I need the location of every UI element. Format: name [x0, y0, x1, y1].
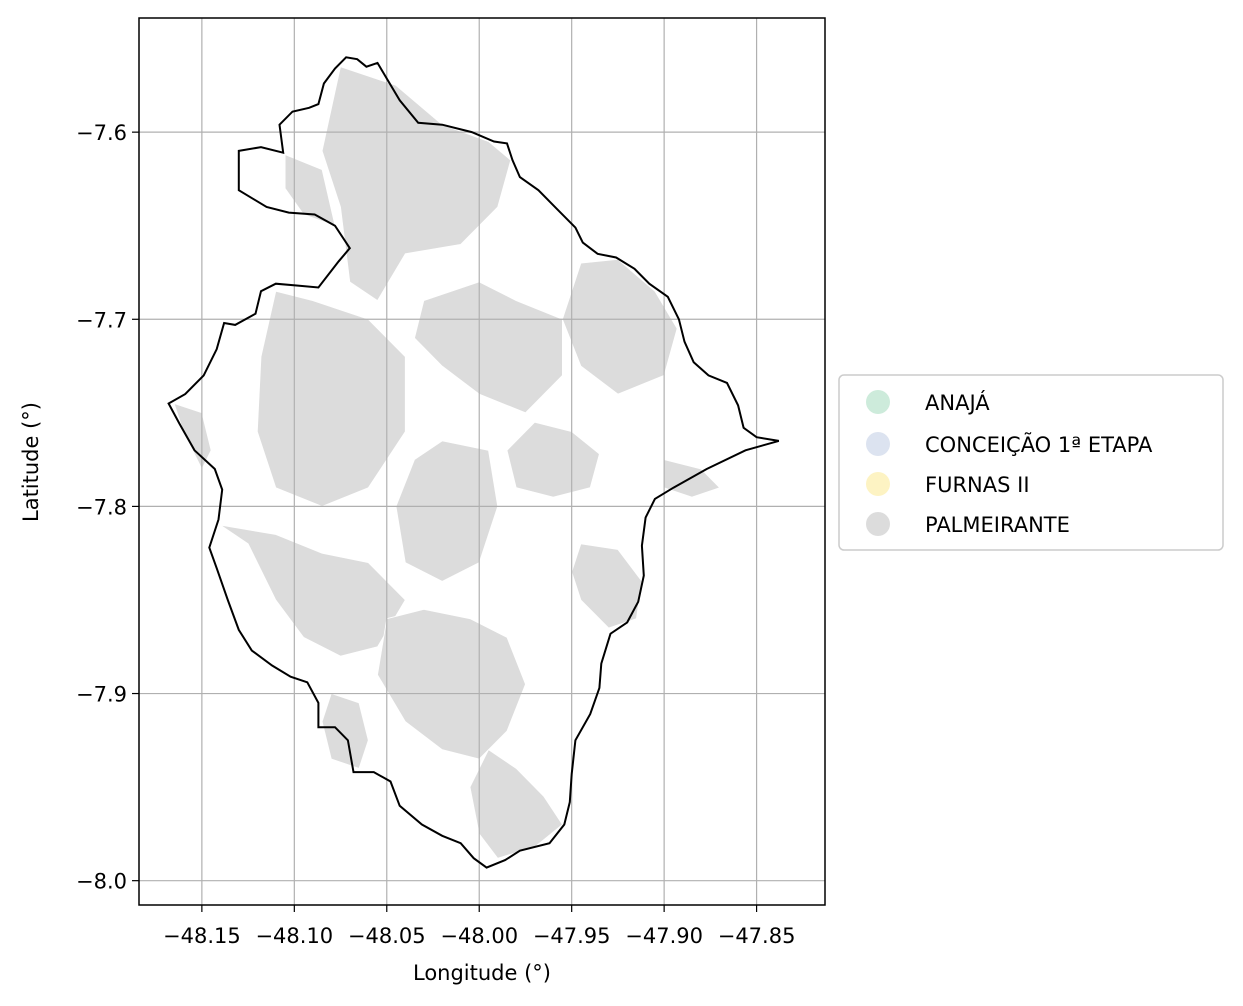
legend: ANAJÁ CONCEIÇÃO 1ª ETAPA FURNAS II PALME… — [838, 374, 1224, 551]
palmeirante-block-10 — [571, 543, 643, 629]
municipality-boundary — [167, 56, 780, 869]
legend-label-furnas: FURNAS II — [925, 473, 1030, 497]
y-tick-label-3: −7.9 — [76, 683, 127, 707]
x-tick-label-2: −48.05 — [348, 924, 426, 948]
legend-label-anaja: ANAJÁ — [925, 390, 990, 415]
palmeirante-block-1 — [284, 154, 336, 227]
legend-marker-furnas — [866, 472, 890, 496]
plot-frame — [138, 17, 826, 906]
palmeirante-block-8 — [377, 608, 526, 760]
y-axis-ticks: −7.6 −7.7 −7.8 −7.9 −8.0 — [76, 121, 139, 894]
x-tick-label-5: −47.90 — [625, 924, 703, 948]
x-tick-label-0: −48.15 — [163, 924, 241, 948]
palmeirante-blocks — [173, 66, 721, 859]
palmeirante-block-6 — [395, 440, 499, 582]
legend-frame — [838, 374, 1224, 551]
palmeirante-block-7 — [220, 524, 406, 657]
x-tick-label-4: −47.95 — [533, 924, 611, 948]
palmeirante-block-11 — [321, 692, 369, 769]
x-tick-label-1: −48.10 — [255, 924, 333, 948]
palmeirante-block-3 — [414, 281, 563, 414]
y-tick-label-4: −8.0 — [76, 870, 127, 894]
y-tick-label-2: −7.8 — [76, 495, 127, 519]
legend-marker-conceicao — [866, 432, 890, 456]
legend-marker-anaja — [866, 390, 890, 414]
x-axis-label: Longitude (°) — [413, 961, 551, 985]
grid-lines — [139, 18, 825, 905]
y-tick-label-0: −7.6 — [76, 121, 127, 145]
legend-label-palmeirante: PALMEIRANTE — [925, 513, 1070, 537]
legend-label-conceicao: CONCEIÇÃO 1ª ETAPA — [925, 431, 1153, 457]
legend-marker-palmeirante — [866, 512, 890, 536]
x-tick-label-3: −48.00 — [440, 924, 518, 948]
x-axis-ticks: −48.15 −48.10 −48.05 −48.00 −47.95 −47.90 −47.… — [163, 905, 795, 948]
y-tick-label-1: −7.7 — [76, 308, 127, 332]
x-tick-label-6: −47.85 — [718, 924, 796, 948]
y-axis-label: Latitude (°) — [19, 402, 43, 522]
